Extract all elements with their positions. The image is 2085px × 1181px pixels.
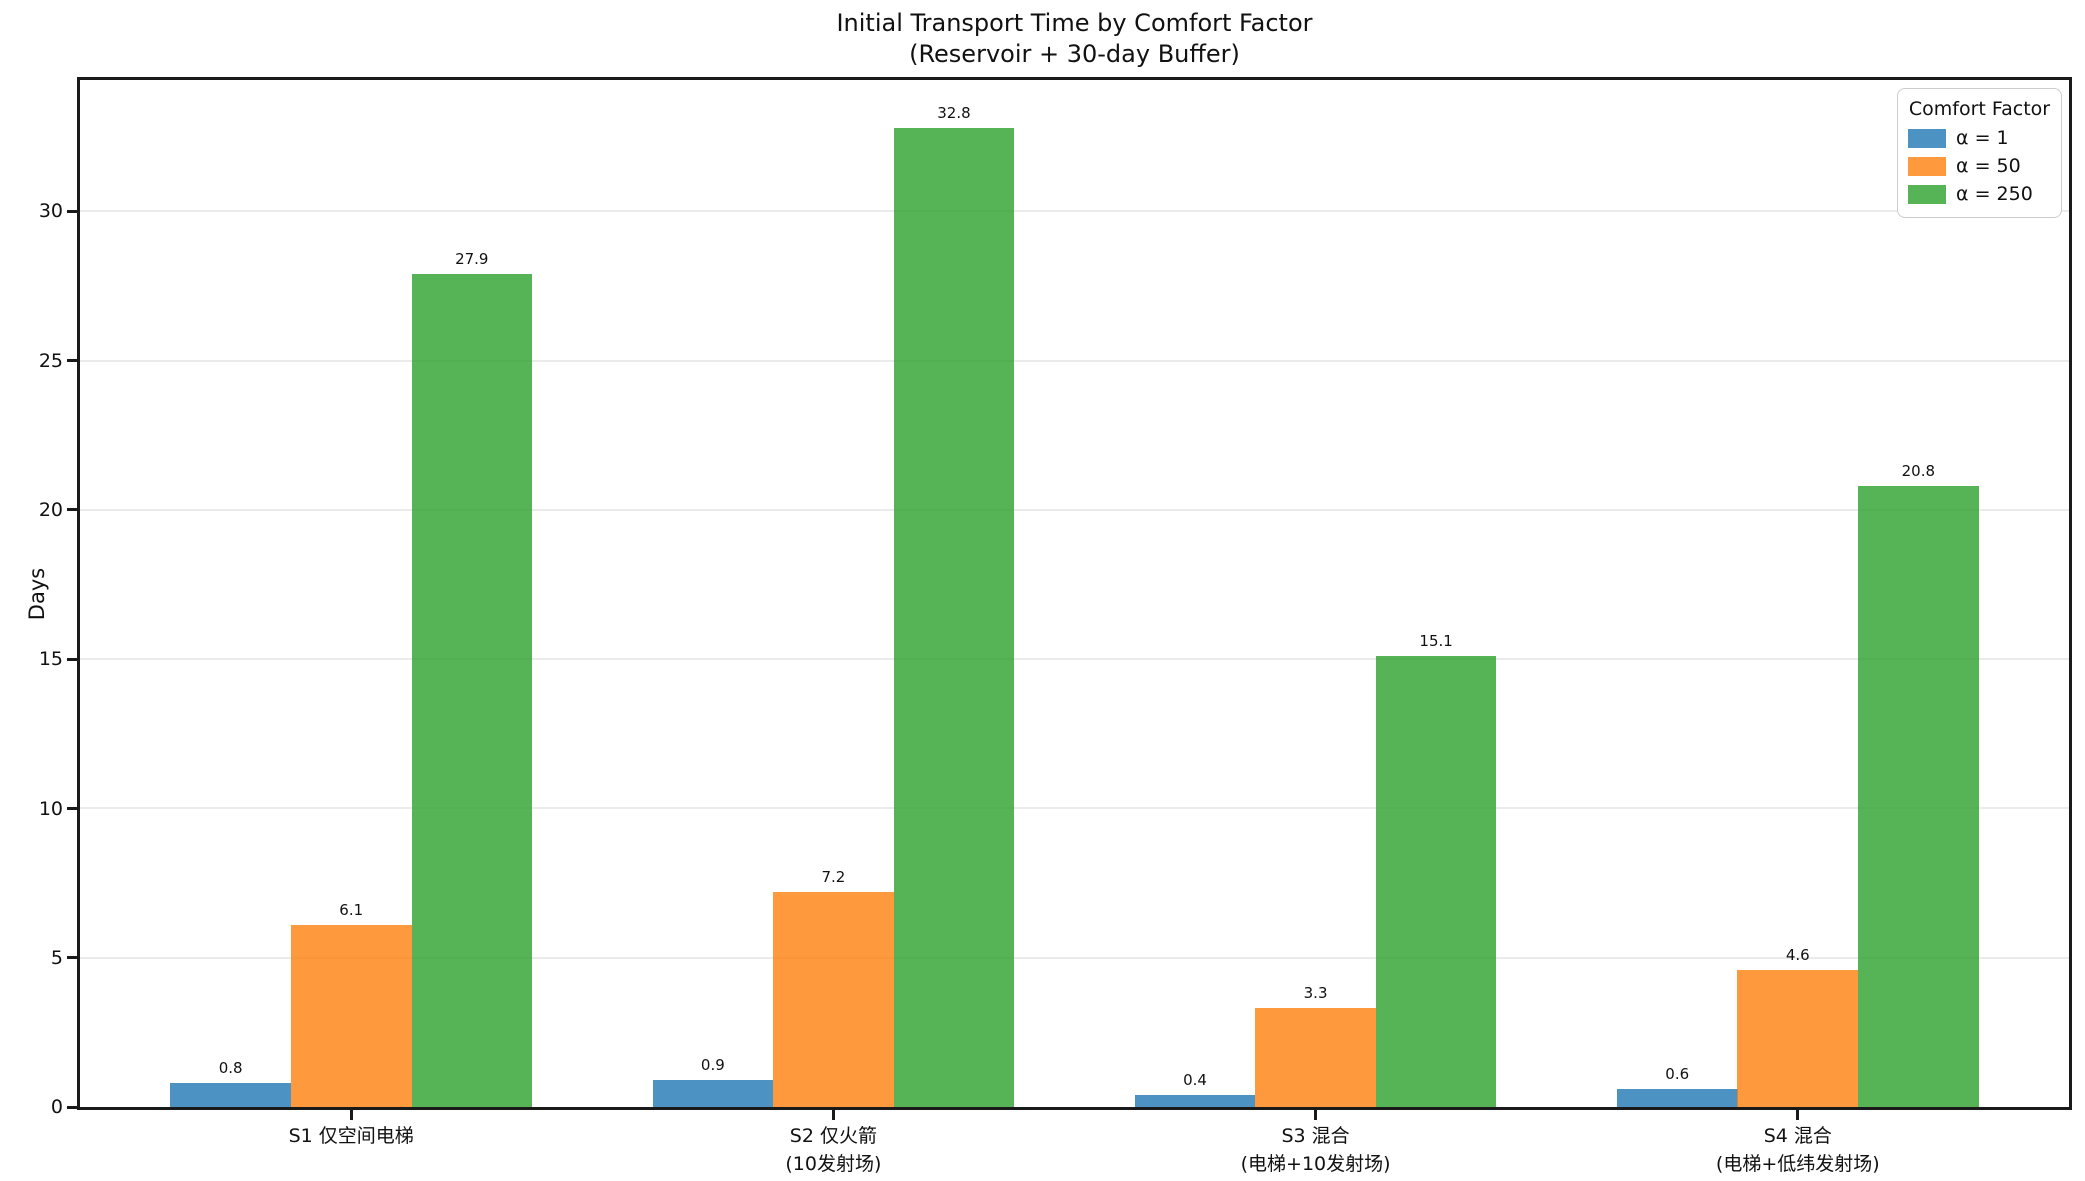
bar-value-label: 4.6 [1785,945,1810,964]
bar-value-label: 3.3 [1303,984,1328,1003]
bar-α=250-c3 [1375,656,1497,1107]
x-tick-label-s2: S2 仅火箭 (10发射场) [653,1122,1013,1178]
gridline [80,508,2069,511]
y-tick-mark [67,508,77,512]
gridline [80,807,2069,810]
gridline [80,210,2069,213]
chart-subtitle: (Reservoir + 30-day Buffer) [909,40,1240,68]
x-tick-mark [831,1110,835,1120]
bar-α=1-c4 [1616,1089,1738,1107]
bar-value-label: 0.8 [218,1059,243,1078]
chart-title-block: Initial Transport Time by Comfort Factor… [77,8,2072,70]
plot-area: 0.8 0.9 0.4 0.6 6.1 7.2 3.3 4.6 27.9 32.8 15.1 20.8 [77,77,2072,1110]
bar-α=1-c1 [170,1083,291,1107]
legend-swatch [1908,128,1946,148]
legend-swatch [1908,156,1946,176]
y-tick-mark [67,1105,77,1109]
legend-item-label: α = 50 [1956,155,2021,177]
y-tick-mark [67,657,77,661]
legend-item: α = 250 [1908,180,2051,208]
bar-value-label: 6.1 [339,900,364,919]
bar-value-label: 27.9 [455,250,489,269]
bar-α=50-c2 [773,892,894,1107]
x-tick-label-line: S4 混合 [1763,1125,1832,1147]
y-tick-label: 25 [38,349,63,372]
gridline [80,658,2069,661]
chart-title: Initial Transport Time by Comfort Factor [836,9,1313,37]
x-tick-mark [1314,1110,1318,1120]
bar-value-label: 15.1 [1419,632,1453,651]
x-tick-label-line: S1 仅空间电梯 [288,1125,414,1147]
legend: Comfort Factor α = 1 α = 50 α = 250 [1897,88,2062,218]
bar-α=50-c3 [1255,1008,1376,1107]
x-tick-label-line: (电梯+低纬发射场) [1715,1153,1880,1175]
x-tick-label-line: S3 混合 [1281,1125,1350,1147]
x-tick-mark [349,1110,353,1120]
bar-value-label: 0.4 [1183,1071,1207,1090]
gridline [80,956,2069,959]
y-axis-label: Days [25,567,49,621]
x-tick-mark [1796,1110,1800,1120]
y-tick-mark [67,209,77,213]
y-tick-label: 30 [38,200,63,223]
legend-item: α = 50 [1908,152,2051,180]
legend-item-label: α = 1 [1956,127,2009,149]
bar-α=1-c2 [652,1080,774,1107]
bar-value-label: 7.2 [821,868,846,887]
x-tick-label-line: (10发射场) [785,1153,882,1175]
y-tick-mark [67,807,77,810]
bar-α=250-c2 [893,127,1015,1107]
legend-item: α = 1 [1908,124,2051,152]
bar-value-label: 0.9 [700,1056,725,1075]
y-tick-label: 20 [38,498,63,521]
bar-α=50-c1 [290,924,412,1107]
x-tick-label-s4: S4 混合 (电梯+低纬发射场) [1618,1122,1978,1178]
gridline [80,359,2069,362]
bar-α=50-c4 [1737,969,1859,1107]
x-tick-label-s3: S3 混合 (电梯+10发射场) [1136,1122,1496,1178]
y-tick-label: 5 [50,946,63,969]
y-tick-mark [67,956,77,960]
legend-items: α = 1 α = 50 α = 250 [1908,124,2051,208]
legend-title: Comfort Factor [1908,98,2051,120]
x-tick-label-line: S2 仅火箭 [789,1125,877,1147]
bar-value-label: 20.8 [1901,462,1936,481]
bar-α=250-c4 [1858,486,1979,1107]
bar-value-label: 0.6 [1665,1065,1690,1084]
x-tick-label-line: (电梯+10发射场) [1240,1153,1391,1175]
legend-item-label: α = 250 [1956,183,2033,205]
y-tick-label: 10 [38,797,63,820]
y-tick-label: 0 [50,1096,63,1118]
x-tick-label-s1: S1 仅空间电梯 [171,1122,531,1150]
legend-swatch [1908,184,1946,204]
bar-value-label: 32.8 [937,103,971,122]
bar-α=250-c1 [411,274,533,1107]
y-tick-mark [67,359,77,363]
bar-α=1-c3 [1134,1095,1256,1107]
y-tick-label: 15 [38,648,63,671]
